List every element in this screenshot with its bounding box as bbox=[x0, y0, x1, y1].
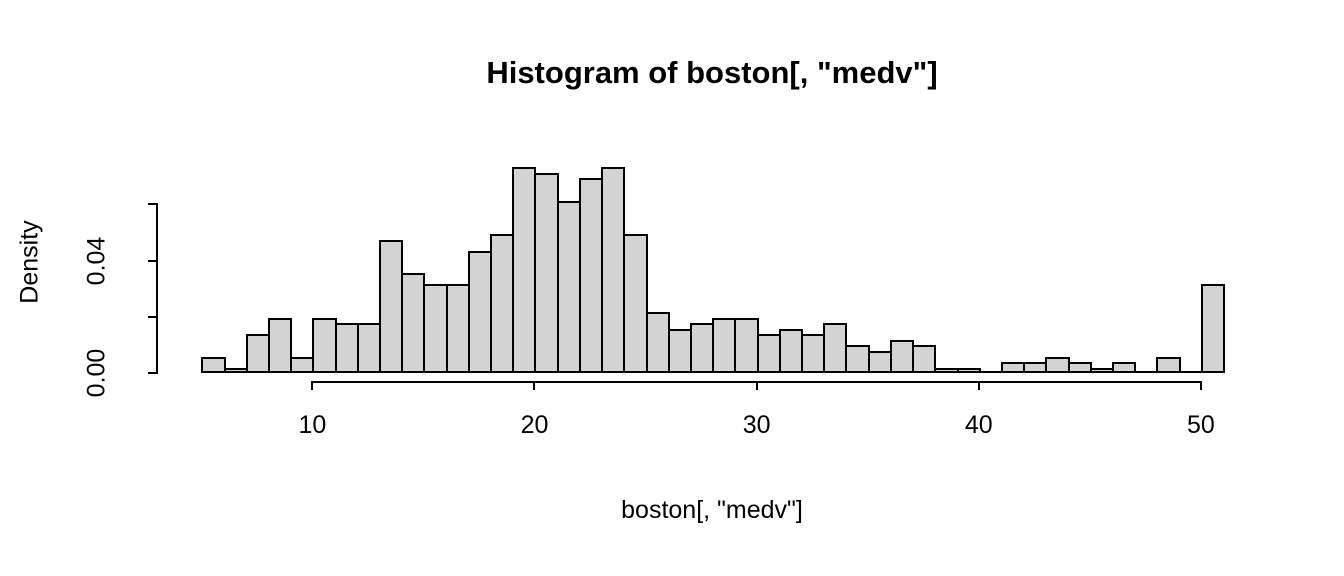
histogram-bar bbox=[867, 350, 892, 374]
y-tick-label: 0.04 bbox=[82, 236, 111, 285]
histogram-bar bbox=[1200, 284, 1226, 374]
histogram-bar bbox=[223, 367, 248, 374]
histogram-bar bbox=[512, 167, 537, 374]
histogram-bar bbox=[467, 250, 493, 374]
histogram-bar bbox=[379, 239, 404, 374]
histogram-bar bbox=[1045, 356, 1070, 374]
histogram-bar bbox=[778, 328, 804, 374]
histogram-bar bbox=[423, 284, 448, 374]
x-tick-label: 30 bbox=[742, 410, 771, 439]
histogram-bar bbox=[1023, 362, 1048, 374]
histogram-bar bbox=[556, 200, 581, 374]
y-tick-label: 0.00 bbox=[82, 348, 111, 398]
histogram-bar bbox=[912, 345, 937, 374]
x-tick-label: 40 bbox=[964, 410, 993, 439]
histogram-bar bbox=[267, 317, 293, 374]
histogram-bar bbox=[245, 334, 270, 374]
histogram-bar bbox=[712, 317, 737, 374]
histogram-bar bbox=[401, 272, 426, 374]
histogram-bar bbox=[445, 284, 470, 374]
y-axis-tick bbox=[147, 203, 157, 206]
histogram-bar bbox=[689, 323, 715, 374]
x-axis-tick bbox=[977, 380, 980, 390]
y-axis-line bbox=[155, 203, 158, 375]
histogram-bar bbox=[534, 172, 559, 374]
histogram-bar bbox=[845, 345, 870, 374]
histogram-bar bbox=[578, 178, 604, 374]
x-axis-tick bbox=[1199, 380, 1202, 390]
x-tick-label: 50 bbox=[1186, 410, 1215, 439]
histogram-bar bbox=[290, 356, 315, 374]
y-axis-tick bbox=[147, 259, 157, 262]
histogram-bar bbox=[601, 167, 626, 374]
histogram-bar bbox=[201, 356, 226, 374]
chart-title: Histogram of boston[, "medv"] bbox=[486, 55, 938, 90]
histogram-bar bbox=[934, 367, 959, 374]
histogram-bar bbox=[889, 339, 915, 374]
histogram-bar bbox=[801, 334, 826, 374]
histogram-bar bbox=[756, 334, 781, 374]
histogram-bar bbox=[490, 233, 515, 374]
histogram-bar bbox=[1112, 362, 1137, 374]
x-tick-label: 10 bbox=[298, 410, 327, 439]
y-axis-tick bbox=[147, 315, 157, 318]
histogram-bar bbox=[1156, 356, 1181, 374]
histogram-bar bbox=[312, 317, 337, 374]
histogram-bar bbox=[734, 317, 759, 374]
histogram-bar bbox=[356, 323, 381, 374]
x-axis-title: boston[, "medv"] bbox=[621, 496, 803, 524]
y-axis-tick bbox=[147, 372, 157, 375]
histogram-bar bbox=[956, 367, 981, 374]
histogram-bar bbox=[1089, 367, 1114, 374]
histogram-bar bbox=[823, 323, 848, 374]
histogram-bar bbox=[334, 323, 359, 374]
histogram-bar bbox=[623, 233, 648, 374]
histogram-bar bbox=[667, 328, 692, 374]
histogram-bar bbox=[1067, 362, 1092, 374]
x-axis-tick bbox=[311, 380, 314, 390]
histogram-bar bbox=[645, 311, 670, 374]
x-axis-tick bbox=[755, 380, 758, 390]
x-axis-tick bbox=[533, 380, 536, 390]
x-tick-label: 20 bbox=[520, 410, 549, 439]
histogram-bar bbox=[1000, 362, 1026, 374]
